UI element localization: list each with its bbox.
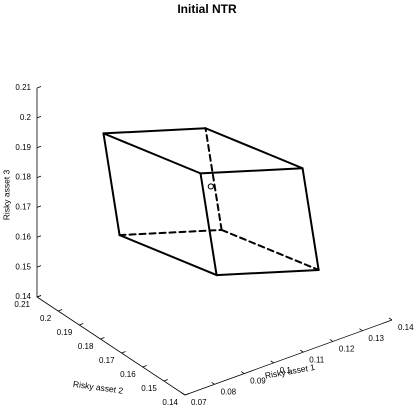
edge [204, 127, 304, 170]
x-tick [329, 339, 334, 342]
x-tick [300, 349, 304, 353]
hidden-edge [118, 228, 223, 237]
center-point [207, 183, 214, 190]
x-tick [181, 392, 186, 396]
y-tick-label: 0.21 [14, 300, 30, 309]
z-tick-label: 0.14 [15, 292, 31, 301]
edge [301, 167, 320, 271]
z-tick-label: 0.18 [15, 173, 31, 182]
x-axis-line [184, 319, 393, 396]
y-tick [36, 295, 42, 298]
y-tick [184, 393, 190, 396]
edge [102, 132, 202, 175]
z-tick [36, 235, 42, 238]
x-tick-label: 0.07 [191, 398, 207, 407]
x-tick-label: 0.14 [398, 323, 414, 332]
y-tick-label: 0.19 [57, 328, 73, 337]
edge [118, 234, 218, 277]
z-tick-label: 0.15 [15, 262, 31, 271]
y-tick [79, 323, 84, 326]
x-tick [211, 381, 215, 385]
y-tick [142, 365, 147, 368]
x-tick [240, 371, 245, 374]
hidden-edge [204, 127, 223, 231]
z-tick-label: 0.19 [15, 143, 31, 152]
y-tick [58, 309, 63, 312]
z-axis-label: Risky asset 3 [1, 169, 11, 220]
z-tick [36, 265, 42, 268]
y-tick [100, 337, 105, 340]
y-tick [121, 351, 126, 354]
x-tick-label: 0.1 [280, 366, 292, 375]
x-tick-label: 0.12 [339, 345, 355, 354]
x-tick [359, 328, 363, 332]
x-tick-label: 0.09 [250, 377, 266, 386]
y-axis-line [36, 296, 186, 396]
y-tick-label: 0.16 [120, 370, 136, 379]
x-tick-label: 0.08 [221, 387, 237, 396]
x-tick-label: 0.13 [368, 334, 384, 343]
z-tick-label: 0.21 [15, 83, 31, 92]
y-tick-label: 0.18 [78, 342, 94, 351]
z-tick [36, 115, 42, 119]
z-tick [36, 205, 42, 208]
x-tick-label: 0.11 [309, 355, 325, 364]
z-tick-label: 0.2 [20, 113, 32, 122]
edge [215, 268, 320, 277]
y-tick-label: 0.15 [141, 384, 157, 393]
z-tick [36, 86, 42, 89]
chart-title: Initial NTR [177, 2, 237, 16]
y-tick-label: 0.17 [99, 356, 115, 365]
y-tick-label: 0.14 [162, 398, 178, 407]
edge [199, 167, 304, 175]
z-tick-label: 0.16 [15, 232, 31, 241]
z-tick [36, 175, 42, 178]
z-tick-label: 0.17 [15, 203, 31, 212]
x-tick [270, 360, 274, 364]
y-tick [163, 379, 168, 382]
edge [102, 132, 121, 237]
y-axis-label: Risky asset 2 [72, 379, 124, 396]
y-tick-label: 0.2 [40, 314, 52, 323]
edge [199, 172, 218, 277]
z-tick [36, 145, 42, 149]
edge [102, 127, 207, 135]
hidden-edge [220, 228, 320, 271]
x-tick [388, 317, 393, 321]
